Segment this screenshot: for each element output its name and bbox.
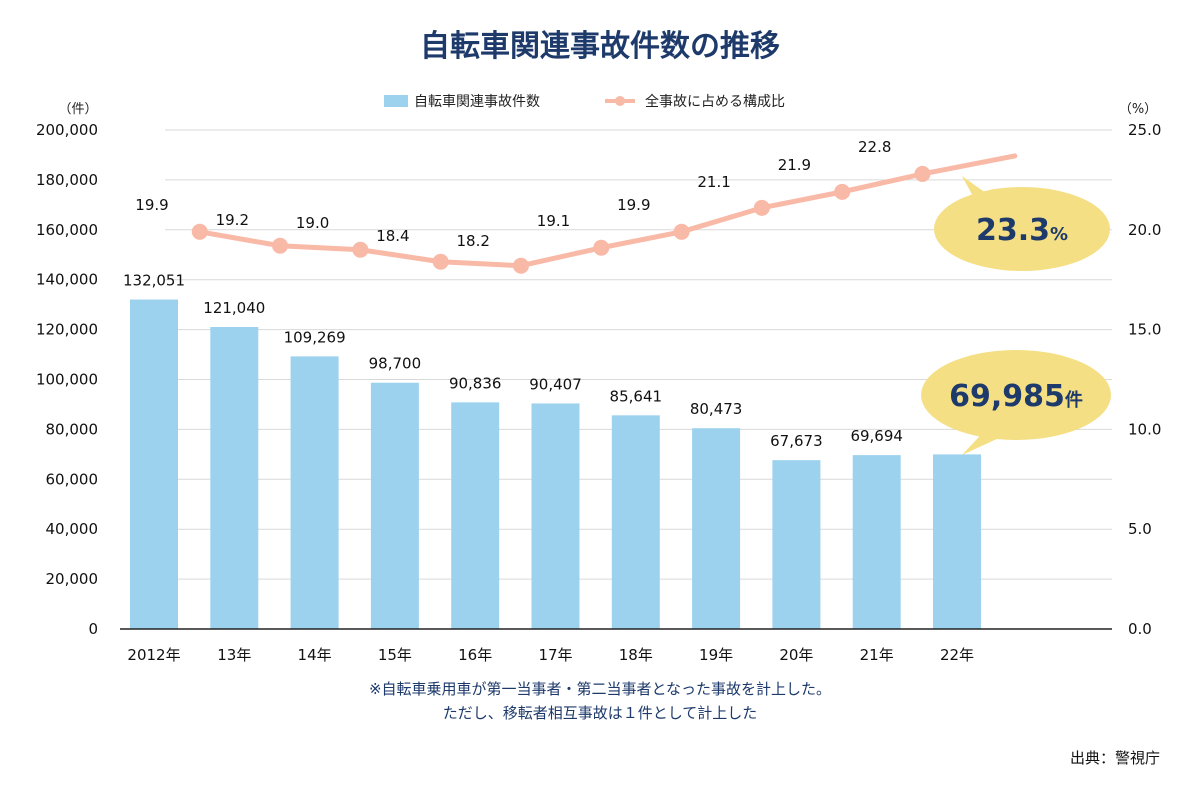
- x-axis: 2012年 13年 14年 15年 16年 17年 18年 19年 20年 21年 22年: [127, 646, 974, 664]
- callout-percent-text: 23.3%: [976, 213, 1068, 248]
- bar: [933, 454, 981, 629]
- legend-line-marker: [615, 96, 625, 106]
- x-tick-label: 16年: [458, 646, 492, 664]
- bar-value-label: 121,040: [203, 299, 265, 317]
- bar: [290, 356, 339, 629]
- callout-percent: 23.3%: [934, 176, 1110, 271]
- line-labels: 19.9 19.2 19.0 18.4 18.2 19.1 19.9 21.1 21.9 22.8: [135, 138, 891, 250]
- chart-title: 自転車関連事故件数の推移: [420, 29, 780, 64]
- bar-value-label: 98,700: [369, 355, 422, 373]
- right-tick-label: 20.0: [1128, 221, 1161, 239]
- left-tick-label: 100,000: [36, 371, 98, 389]
- left-tick-label: 120,000: [36, 321, 98, 339]
- left-tick-label: 0: [88, 620, 98, 638]
- bar: [852, 455, 901, 629]
- footnote-line-1: ※自転車乗用車が第一当事者・第二当事者となった事故を計上した。: [369, 680, 831, 698]
- right-axis: 0.0 5.0 10.0 15.0 20.0 25.0: [1128, 121, 1161, 638]
- line-value-label: 19.0: [296, 214, 329, 232]
- left-tick-label: 200,000: [36, 121, 98, 139]
- x-tick-label: 17年: [538, 646, 572, 664]
- bar: [772, 460, 821, 629]
- bar-value-label: 132,051: [123, 272, 185, 290]
- line-point: [432, 253, 449, 270]
- right-axis-unit: （%）: [1119, 102, 1157, 117]
- left-axis: 0 20,000 40,000 60,000 80,000 100,000 120,000 1…: [36, 121, 98, 638]
- right-tick-label: 0.0: [1128, 620, 1152, 638]
- left-tick-label: 160,000: [36, 221, 98, 239]
- callout-count: 69,985件: [921, 350, 1111, 455]
- x-tick-label: 2012年: [127, 646, 180, 664]
- x-tick-label: 15年: [378, 646, 412, 664]
- line-point: [914, 165, 931, 182]
- line-value-label: 19.9: [617, 196, 650, 214]
- bar: [692, 428, 741, 629]
- line-point: [753, 199, 770, 216]
- line-point: [834, 183, 851, 200]
- line-point: [352, 241, 369, 258]
- left-tick-label: 40,000: [46, 520, 99, 538]
- line-point: [673, 223, 690, 240]
- left-tick-label: 180,000: [36, 171, 98, 189]
- right-tick-label: 5.0: [1128, 520, 1152, 538]
- bar-value-label: 80,473: [690, 400, 743, 418]
- callout-percent-bubble: [934, 187, 1110, 271]
- line-value-label: 19.9: [135, 196, 168, 214]
- right-tick-label: 15.0: [1128, 321, 1161, 339]
- x-tick-label: 19年: [699, 646, 733, 664]
- line-value-label: 19.1: [537, 212, 570, 230]
- bar: [210, 327, 259, 629]
- bar: [451, 402, 500, 629]
- x-tick-label: 13年: [217, 646, 251, 664]
- left-tick-label: 80,000: [46, 420, 99, 438]
- bar-value-label: 90,836: [449, 374, 502, 392]
- line-point: [512, 257, 529, 274]
- line-value-label: 21.9: [778, 156, 811, 174]
- bar: [130, 299, 178, 629]
- bar-labels: 132,051 121,040 109,269 98,700 90,836 90,407 8…: [123, 272, 903, 451]
- bar-value-label: 85,641: [610, 387, 663, 405]
- line-value-label: 18.4: [376, 227, 409, 245]
- bar-value-label: 90,407: [529, 375, 582, 393]
- left-tick-label: 140,000: [36, 271, 98, 289]
- legend-line-label: 全事故に占める構成比: [645, 93, 785, 110]
- callout-count-text: 69,985件: [949, 379, 1083, 414]
- line-point: [191, 223, 208, 240]
- callout-count-bubble: [921, 350, 1111, 440]
- left-tick-label: 60,000: [46, 470, 99, 488]
- x-tick-label: 21年: [860, 646, 894, 664]
- right-tick-label: 10.0: [1128, 420, 1161, 438]
- bar: [370, 382, 419, 629]
- bar: [611, 415, 660, 629]
- bar-value-label: 109,269: [284, 328, 346, 346]
- line-series: [191, 153, 1018, 274]
- bar-series: [130, 299, 981, 629]
- line-point: [272, 237, 289, 254]
- left-tick-label: 20,000: [46, 570, 99, 588]
- right-tick-label: 25.0: [1128, 121, 1161, 139]
- legend: 自転車関連事故件数 全事故に占める構成比: [384, 93, 785, 110]
- footnote-line-2: ただし、移転者相互事故は１件として計上した: [443, 704, 758, 722]
- line-value-label: 21.1: [697, 173, 730, 191]
- legend-bar-label: 自転車関連事故件数: [414, 93, 540, 110]
- x-tick-label: 22年: [940, 646, 974, 664]
- line-value-label: 18.2: [456, 232, 489, 250]
- line-value-label: 19.2: [216, 211, 249, 229]
- left-axis-unit: （件）: [58, 102, 97, 117]
- bar-value-label: 69,694: [850, 427, 903, 445]
- source-credit: 出典：警視庁: [1070, 749, 1160, 767]
- line-point: [593, 239, 610, 256]
- bar-value-label: 67,673: [770, 432, 823, 450]
- x-tick-label: 20年: [779, 646, 813, 664]
- line-value-label: 22.8: [858, 138, 891, 156]
- x-tick-label: 18年: [619, 646, 653, 664]
- x-tick-label: 14年: [298, 646, 332, 664]
- legend-bar-swatch: [384, 95, 408, 107]
- bar: [531, 403, 580, 629]
